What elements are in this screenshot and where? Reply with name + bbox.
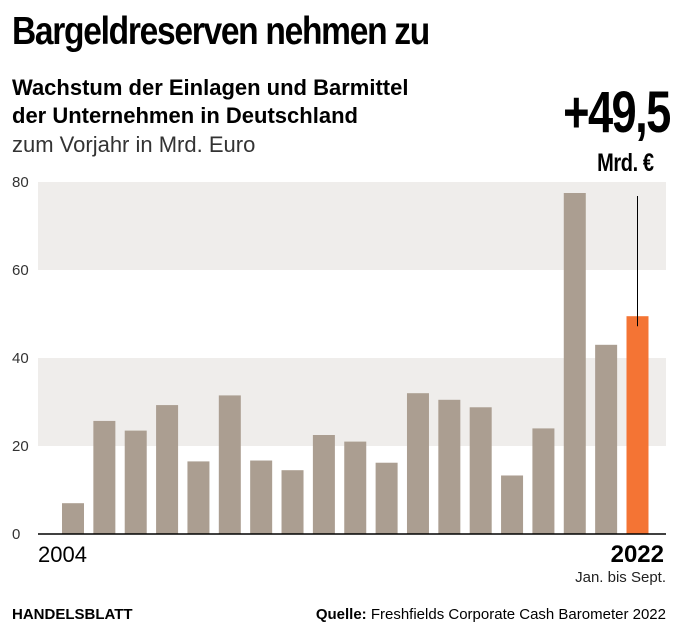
bar (93, 420, 116, 534)
bar (563, 193, 586, 534)
callout-value: +49,5 (563, 80, 671, 145)
bar (532, 428, 555, 534)
headline: Bargeldreserven nehmen zu (12, 10, 430, 53)
bar (187, 461, 210, 534)
subtitle-line-2: der Unternehmen in Deutschland (12, 103, 358, 128)
source-note: Quelle: Freshfields Corporate Cash Barom… (316, 605, 666, 625)
source-label: Quelle: (315, 606, 367, 623)
bar (501, 475, 524, 534)
grid-band (38, 182, 666, 270)
bar (312, 435, 335, 534)
bar (218, 395, 241, 534)
x-axis-end-label: 2022 (610, 541, 664, 568)
callout-unit: Mrd. € (597, 149, 655, 177)
bar (406, 393, 429, 534)
publisher-brand: HANDELSBLATT (12, 606, 133, 623)
bar (62, 503, 84, 534)
y-tick-label: 20 (12, 438, 29, 455)
bar (595, 344, 618, 534)
bar-highlight (626, 316, 649, 534)
bar (438, 399, 461, 534)
bar (281, 470, 304, 534)
bar (124, 430, 147, 534)
y-tick-label: 40 (12, 350, 29, 367)
bar (250, 460, 273, 534)
bar (375, 462, 398, 534)
subtitle-line-1: Wachstum der Einlagen und Barmittel (12, 75, 409, 100)
chart-subtitle: Wachstum der Einlagen und Barmittel der … (12, 74, 408, 130)
y-tick-label: 60 (12, 262, 29, 279)
x-axis-start-label: 2004 (38, 542, 87, 567)
y-tick-label: 80 (12, 174, 29, 191)
x-axis-period-note: Jan. bis Sept. (575, 569, 666, 586)
source-text: Freshfields Corporate Cash Barometer 202… (370, 606, 666, 623)
bar (156, 405, 179, 534)
bar (344, 441, 367, 534)
y-tick-label: 0 (12, 526, 20, 543)
bar (469, 407, 492, 534)
unit-label: zum Vorjahr in Mrd. Euro (12, 132, 256, 157)
